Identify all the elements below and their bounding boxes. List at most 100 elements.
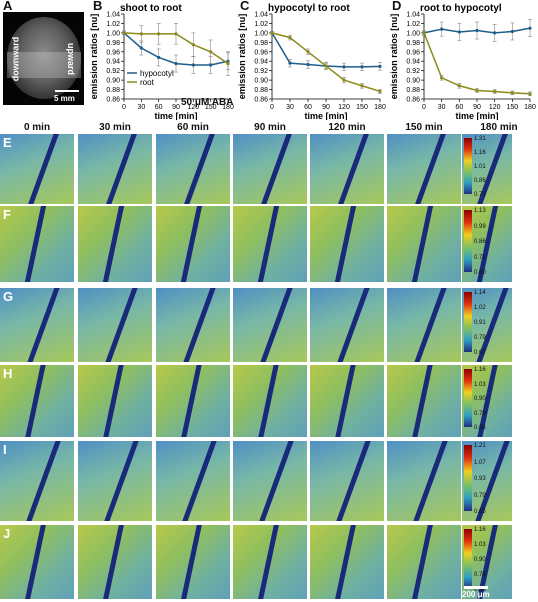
vascular-stripe: [255, 525, 283, 599]
vascular-stripe: [333, 288, 374, 362]
y-tick-label: 1.02: [254, 21, 268, 28]
y-tick-label: 0.86: [254, 97, 268, 104]
vascular-stripe: [255, 206, 283, 282]
x-tick-label: 180: [374, 104, 386, 111]
y-tick-label: 1.02: [106, 21, 120, 28]
ratio-image: [156, 365, 230, 437]
vascular-stripe: [101, 288, 142, 362]
series-line-root: [423, 32, 531, 95]
ratio-image: [310, 365, 384, 437]
data-point-root: [510, 91, 514, 95]
time-header-60: 60 min: [177, 122, 209, 133]
panel-letter-d: D: [392, 0, 402, 13]
panel-letter-i: I: [3, 442, 7, 457]
colorbar-tick-label: 1.02: [474, 305, 486, 311]
y-tick-label: 0.96: [254, 49, 268, 56]
x-tick-label: 150: [506, 104, 518, 111]
x-tick-label: 90: [172, 104, 180, 111]
y-tick-label: 0.88: [254, 87, 268, 94]
data-point-root: [122, 31, 126, 35]
x-tick-label: 150: [356, 104, 368, 111]
ratio-image: [78, 134, 152, 204]
ratio-image: [156, 525, 230, 599]
colorbar-tick-label: 0.86: [474, 178, 486, 184]
x-tick-label: 30: [137, 104, 145, 111]
data-point-root: [457, 84, 461, 88]
time-header-30: 30 min: [99, 122, 131, 133]
colorbar-tick-label: 0.65: [474, 425, 486, 431]
ratio-image: [78, 288, 152, 362]
data-point-root: [174, 32, 178, 36]
data-point-hypocotyl: [378, 64, 382, 69]
ratio-image: [156, 288, 230, 362]
x-tick-label: 60: [455, 104, 463, 111]
agar-strip: [7, 52, 81, 78]
ratio-image: [78, 365, 152, 437]
ratio-image: [233, 134, 307, 204]
vascular-stripe: [332, 441, 375, 521]
colorbar: [464, 445, 472, 511]
vascular-stripe: [409, 441, 452, 521]
panel-letter-e: E: [3, 135, 12, 150]
vascular-stripe: [256, 134, 296, 204]
vascular-stripe: [255, 365, 282, 437]
data-point-root: [342, 78, 346, 82]
chart-hypocotyl-to-root: hypocotyl to root 0.86 0.88 0.90 0.92 0.94 0.9…: [237, 3, 386, 120]
x-tick-label: 60: [155, 104, 163, 111]
colorbar-tick-label: 0.76: [474, 572, 486, 578]
y-tick-label: 1.04: [406, 12, 420, 19]
x-tick-label: 60: [304, 104, 312, 111]
vascular-stripe: [409, 206, 437, 282]
ratio-image: [387, 134, 461, 204]
colorbar-tick-label: 1.16: [474, 367, 486, 373]
y-tick-label: 0.98: [406, 40, 420, 47]
y-tick-label: 1.02: [406, 21, 420, 28]
vascular-stripe: [178, 441, 221, 521]
colorbar-tick-label: 1.01: [474, 164, 486, 170]
data-point-hypocotyl: [360, 65, 364, 69]
x-tick-label: 120: [489, 104, 501, 111]
ratio-image: [387, 206, 461, 282]
colorbar: [464, 529, 472, 589]
colorbar-tick-label: 0.93: [474, 476, 486, 482]
ratio-image: [0, 365, 74, 437]
y-tick-label: 0.94: [106, 59, 120, 66]
y-axis-label: emission ratios [nu]: [89, 14, 99, 100]
vascular-stripe: [100, 206, 128, 282]
data-point-hypocotyl: [157, 55, 161, 60]
vascular-stripe: [255, 441, 298, 521]
y-tick-label: 0.86: [106, 97, 120, 104]
data-point-hypocotyl: [493, 31, 497, 35]
x-tick-label: 0: [422, 104, 426, 111]
data-point-hypocotyl: [139, 46, 143, 50]
vascular-stripe: [23, 288, 64, 362]
vascular-stripe: [22, 525, 50, 599]
vascular-stripe: [332, 525, 360, 599]
colorbar-tick-label: 0.91: [474, 320, 486, 326]
ratio-image: [0, 134, 74, 204]
colorbar-tick-label: 1.07: [474, 459, 486, 466]
vascular-stripe: [22, 206, 50, 282]
data-point-root: [270, 31, 274, 35]
data-point-hypocotyl: [475, 28, 479, 33]
colorbar-tick-label: 0.71: [474, 192, 486, 198]
colorbar-tick-label: 0.73: [474, 254, 486, 261]
panel-letter-j: J: [3, 526, 11, 541]
panel-letter-g: G: [3, 289, 14, 304]
y-tick-label: 1.00: [106, 30, 120, 37]
y-tick-label: 1.04: [106, 12, 120, 19]
y-tick-label: 0.90: [254, 78, 268, 85]
legend-label-hypocotyl: hypocotyl: [140, 69, 174, 78]
vascular-stripe: [100, 365, 127, 437]
data-point-root: [288, 36, 292, 40]
x-tick-label: 180: [524, 104, 536, 111]
y-axis-label: emission ratios [nu]: [237, 14, 247, 100]
vascular-stripe: [332, 365, 359, 437]
ratio-image: [387, 365, 461, 437]
data-point-hypocotyl: [306, 62, 310, 67]
x-tick-label: 30: [286, 104, 294, 111]
vascular-stripe: [23, 134, 63, 204]
vascular-stripe: [409, 365, 436, 437]
y-tick-label: 0.98: [106, 40, 120, 47]
ratio-image: [0, 441, 74, 521]
